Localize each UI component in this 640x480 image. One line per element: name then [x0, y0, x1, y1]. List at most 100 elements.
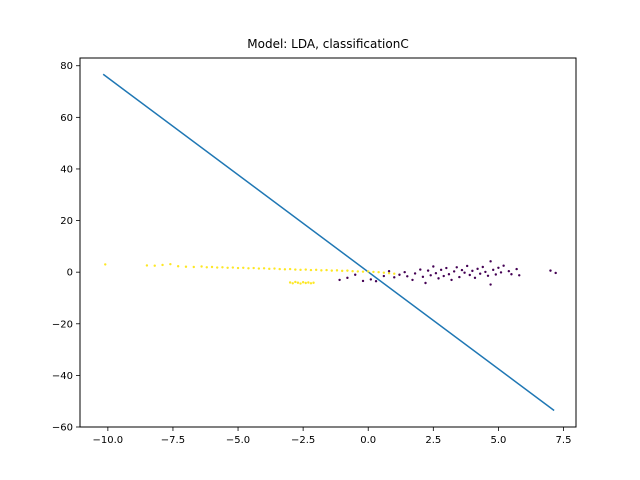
scatter-point-class-0 — [494, 273, 498, 276]
scatter-point-class-1 — [325, 268, 328, 272]
scatter-point-class-1 — [153, 264, 156, 267]
scatter-point-class-0 — [515, 267, 518, 271]
x-tick-label: −10.0 — [93, 435, 124, 446]
scatter-point-class-1 — [320, 269, 323, 272]
scatter-point-class-0 — [432, 265, 435, 268]
x-tick-label: −5.0 — [226, 435, 250, 446]
x-tick-label: 0.0 — [360, 435, 376, 446]
scatter-point-class-1 — [330, 269, 333, 272]
scatter-point-class-0 — [434, 272, 438, 275]
scatter-point-class-0 — [429, 274, 432, 277]
scatter-point-class-0 — [499, 271, 503, 274]
scatter-point-class-0 — [387, 269, 391, 273]
x-axis: −10.0 −7.5 −5.0 −2.5 0.0 2.5 5.0 7.5 — [93, 427, 571, 446]
scatter-point-class-1 — [294, 268, 297, 271]
scatter-point-class-0 — [471, 269, 474, 273]
scatter-point-class-0 — [502, 264, 505, 267]
scatter-point-class-0 — [518, 274, 521, 277]
scatter-point-class-0 — [382, 274, 386, 278]
scatter-point-class-1 — [304, 281, 307, 285]
scatter-point-class-0 — [510, 273, 513, 276]
scatter-point-class-0 — [507, 269, 511, 273]
scatter-point-class-0 — [354, 273, 357, 276]
scatter-point-class-1 — [294, 280, 297, 284]
scatter-point-class-1 — [226, 266, 229, 269]
y-tick-label: 20 — [60, 216, 73, 227]
x-tick-label: −2.5 — [291, 435, 315, 446]
axes-frame — [79, 57, 577, 428]
scatter-point-class-1 — [104, 263, 107, 266]
scatter-point-class-1 — [288, 281, 292, 284]
scatter-point-class-0 — [411, 278, 414, 282]
scatter-point-class-0 — [478, 272, 482, 275]
scatter-point-class-0 — [481, 265, 484, 269]
scatter-point-class-0 — [460, 268, 464, 272]
scatter-point-class-1 — [304, 268, 307, 271]
scatter-point-class-1 — [200, 265, 203, 268]
scatter-point-class-0 — [554, 271, 557, 275]
scatter-point-class-1 — [252, 266, 255, 270]
scatter-point-class-0 — [437, 277, 440, 280]
scatter-point-class-0 — [369, 278, 373, 281]
x-tick-label: −7.5 — [161, 435, 185, 446]
scatter-point-class-1 — [296, 281, 300, 284]
scatter-point-class-1 — [301, 281, 305, 284]
scatter-point-class-1 — [382, 271, 386, 274]
y-tick-label: −40 — [52, 371, 73, 382]
scatter-point-class-0 — [463, 271, 466, 274]
scatter-point-class-0 — [393, 276, 396, 279]
scatter-point-class-0 — [442, 274, 445, 278]
scatter-point-class-1 — [205, 266, 208, 269]
scatter-point-class-0 — [406, 275, 409, 278]
scatter-point-class-1 — [312, 281, 315, 284]
scatter-point-class-1 — [216, 266, 219, 269]
scatter-point-class-1 — [242, 266, 245, 269]
scatter-point-class-0 — [458, 275, 461, 279]
scatter-point-class-1 — [367, 270, 370, 273]
scatter-point-class-0 — [452, 270, 456, 273]
scatter-point-class-1 — [309, 268, 313, 272]
scatter-point-class-0 — [549, 269, 552, 272]
scatter-point-class-0 — [492, 268, 495, 272]
scatter-point-class-0 — [346, 276, 349, 280]
scatter-point-class-1 — [288, 267, 292, 271]
scatter-point-class-1 — [377, 270, 380, 274]
scatter-point-class-0 — [489, 283, 492, 286]
scatter-point-class-1 — [356, 270, 360, 273]
scatter-point-class-1 — [387, 272, 391, 275]
scatter-point-class-1 — [231, 266, 235, 269]
scatter-point-class-0 — [398, 273, 401, 276]
scatter-point-class-1 — [161, 263, 164, 267]
scatter-point-class-0 — [361, 279, 365, 283]
scatter-point-class-1 — [236, 266, 240, 270]
plot-area — [102, 73, 557, 412]
scatter-point-class-0 — [445, 266, 448, 270]
scatter-point-class-0 — [473, 276, 477, 280]
scatter-point-class-1 — [268, 267, 271, 271]
y-tick-label: −60 — [52, 423, 73, 434]
scatter-point-class-1 — [278, 267, 281, 271]
scatter-point-class-0 — [424, 281, 427, 285]
decision-boundary-line — [102, 73, 555, 412]
scatter-point-class-0 — [497, 266, 500, 269]
scatter-point-class-1 — [283, 268, 287, 271]
scatter-point-class-0 — [413, 272, 417, 275]
scatter-point-class-1 — [176, 265, 180, 268]
y-tick-label: 60 — [60, 113, 73, 124]
scatter-point-class-1 — [372, 270, 375, 274]
scatter-point-class-0 — [489, 260, 492, 263]
scatter-point-class-0 — [476, 267, 479, 271]
scatter-point-class-1 — [335, 269, 339, 272]
scatter-point-class-1 — [145, 264, 149, 267]
scatter-point-class-0 — [455, 266, 458, 269]
scatter-point-class-1 — [247, 267, 250, 270]
scatter-point-class-1 — [184, 265, 188, 268]
scatter-point-class-0 — [439, 268, 443, 272]
chart-title: Model: LDA, classificationC — [247, 37, 408, 51]
scatter-point-class-0 — [338, 278, 341, 282]
scatter-point-class-1 — [346, 269, 349, 272]
scatter-point-class-0 — [450, 278, 453, 282]
scatter-point-class-1 — [351, 269, 354, 273]
